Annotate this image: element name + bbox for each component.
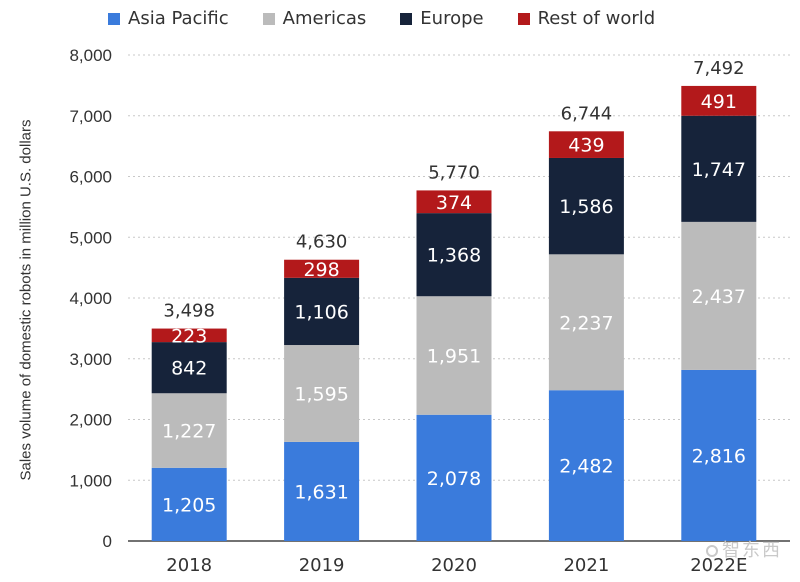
total-label: 7,492 xyxy=(693,58,745,79)
data-label: 2,237 xyxy=(559,312,613,334)
legend-item-asia-pacific: Asia Pacific xyxy=(108,8,229,29)
legend: Asia Pacific Americas Europe Rest of wor… xyxy=(108,8,655,29)
total-label: 4,630 xyxy=(296,232,348,253)
data-label: 223 xyxy=(171,325,207,347)
total-label: 3,498 xyxy=(163,300,215,321)
data-label: 1,595 xyxy=(294,383,348,405)
total-label: 5,770 xyxy=(428,162,480,183)
y-tick-label: 8,000 xyxy=(69,46,112,65)
y-tick-label: 1,000 xyxy=(69,471,112,490)
data-label: 2,482 xyxy=(559,456,613,478)
legend-item-europe: Europe xyxy=(400,8,484,29)
bar-segment xyxy=(284,441,360,541)
legend-item-americas: Americas xyxy=(262,8,367,29)
data-label: 1,586 xyxy=(559,196,613,218)
bar-segment xyxy=(681,115,757,222)
y-tick-label: 6,000 xyxy=(69,168,112,187)
data-label: 1,747 xyxy=(692,159,746,181)
data-label: 1,205 xyxy=(162,494,216,516)
bar-segment xyxy=(284,259,360,278)
data-label: 2,437 xyxy=(692,286,746,308)
x-tick-label: 2022E xyxy=(690,555,747,576)
legend-label: Rest of world xyxy=(537,8,656,29)
bar-segment xyxy=(681,221,757,370)
legend-item-rest-of-world: Rest of world xyxy=(517,8,656,29)
bar-segment xyxy=(548,157,624,255)
y-tick-label: 7,000 xyxy=(69,107,112,126)
bar-segment xyxy=(416,190,492,214)
bar-segment xyxy=(284,277,360,346)
bar-segment xyxy=(151,393,227,468)
bar-segment xyxy=(681,85,757,116)
data-label: 491 xyxy=(701,91,737,113)
data-label: 1,227 xyxy=(162,421,216,443)
total-label: 6,744 xyxy=(561,103,613,124)
data-label: 298 xyxy=(303,259,339,281)
y-tick-label: 2,000 xyxy=(69,411,112,430)
legend-swatch xyxy=(262,12,275,25)
bar-segment xyxy=(548,254,624,391)
x-tick-label: 2019 xyxy=(299,555,345,576)
watermark: 智东西 xyxy=(706,536,782,562)
legend-swatch xyxy=(400,12,413,25)
data-label: 1,631 xyxy=(294,481,348,503)
watermark-text: 智东西 xyxy=(722,540,782,561)
data-label: 842 xyxy=(171,358,207,380)
y-tick-label: 3,000 xyxy=(69,350,112,369)
bar-segment xyxy=(681,369,757,541)
watermark-icon xyxy=(706,545,718,557)
y-tick-label: 4,000 xyxy=(69,289,112,308)
y-tick-label: 0 xyxy=(103,532,112,551)
data-label: 439 xyxy=(568,135,604,157)
bar-segment xyxy=(151,342,227,394)
bar-segment xyxy=(151,328,227,343)
data-label: 2,078 xyxy=(427,468,481,490)
x-tick-label: 2021 xyxy=(563,555,609,576)
data-label: 1,368 xyxy=(427,245,481,267)
legend-swatch xyxy=(517,12,530,25)
legend-label: Europe xyxy=(420,8,484,29)
bar-segment xyxy=(151,467,227,541)
data-label: 1,106 xyxy=(294,301,348,323)
bar-segment xyxy=(416,296,492,415)
legend-swatch xyxy=(108,12,120,25)
data-label: 1,951 xyxy=(427,345,481,367)
data-label: 2,816 xyxy=(692,445,746,467)
x-tick-label: 2020 xyxy=(431,555,477,576)
bar-segment xyxy=(284,345,360,442)
bar-segment xyxy=(548,390,624,541)
legend-label: Asia Pacific xyxy=(128,8,229,29)
bar-segment xyxy=(548,131,624,158)
bar-segment xyxy=(416,414,492,541)
y-tick-label: 5,000 xyxy=(69,228,112,247)
bar-segment xyxy=(416,213,492,297)
legend-label: Americas xyxy=(282,8,367,29)
data-label: 374 xyxy=(436,192,472,214)
x-tick-label: 2018 xyxy=(166,555,212,576)
